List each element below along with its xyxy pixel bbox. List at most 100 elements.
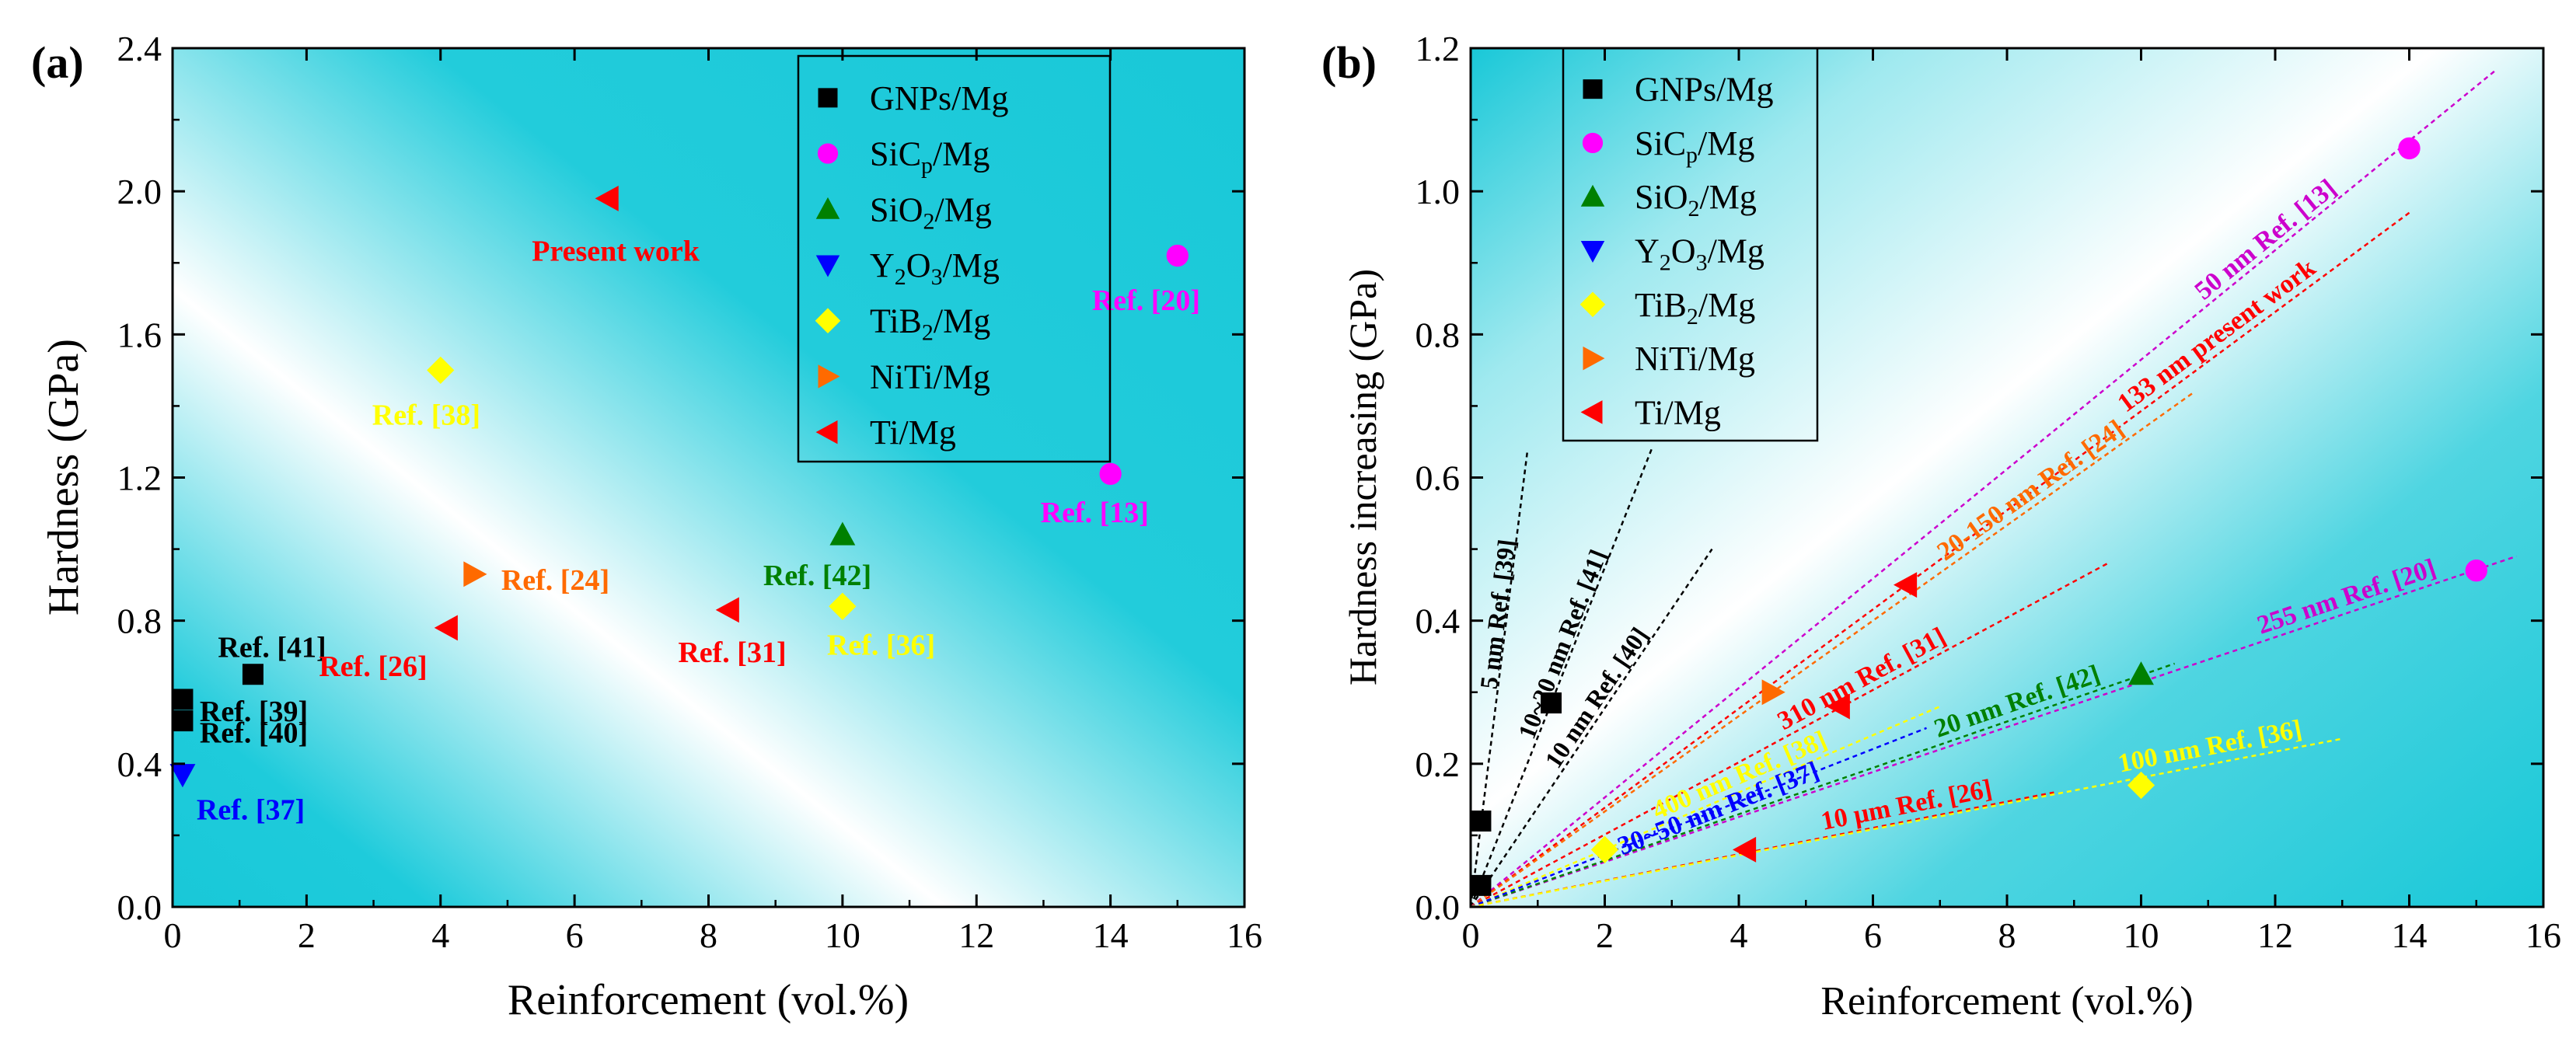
trend-line: [1470, 662, 2176, 908]
legend-label: SiO2/Mg: [870, 190, 992, 234]
y-axis-title: Hardness (GPa): [40, 339, 88, 615]
trend-line: [1470, 68, 2497, 908]
legend-label: NiTi/Mg: [870, 357, 990, 396]
legend-label: SiCp/Mg: [870, 135, 990, 179]
legend-marker: [1583, 346, 1605, 371]
data-point: [2128, 661, 2154, 685]
data-point: [172, 710, 194, 732]
data-point: [829, 592, 857, 620]
legend-marker: [1580, 400, 1603, 424]
legend-label: SiCp/Mg: [1635, 124, 1754, 168]
data-label: Ref. [42]: [763, 560, 871, 592]
legend-label: Y2O3/Mg: [1635, 232, 1764, 276]
x-tick-label: 4: [431, 915, 449, 955]
y-tick-label: 0.0: [1415, 887, 1461, 927]
legend-label: TiB2/Mg: [870, 302, 990, 346]
y-tick-label: 0.4: [117, 744, 162, 784]
data-label: Ref. [13]: [1041, 497, 1149, 529]
panel-label: (b): [1321, 37, 1377, 88]
x-tick-label: 16: [1227, 915, 1262, 955]
data-point: [715, 597, 739, 623]
legend-marker: [818, 364, 840, 389]
legend-marker: [1583, 79, 1603, 99]
legend-label: TiB2/Mg: [1635, 286, 1755, 329]
y-tick-label: 1.0: [1415, 172, 1461, 211]
y-tick-label: 0.2: [1415, 744, 1461, 784]
data-label: Ref. [37]: [197, 794, 305, 827]
x-tick-label: 2: [1596, 915, 1614, 955]
data-point: [595, 185, 619, 211]
legend-box: [1562, 47, 1819, 442]
plot-area-background: [173, 48, 1244, 907]
panel-label: (a): [31, 37, 84, 88]
data-point: [1761, 679, 1785, 706]
legend-box: [797, 54, 1112, 463]
trend-line: [1469, 448, 1653, 908]
legend-marker: [1582, 132, 1604, 154]
legend-marker: [815, 255, 840, 277]
data-label: Present work: [532, 235, 700, 267]
data-point: [1099, 462, 1122, 486]
data-point: [2398, 137, 2421, 160]
legend-label: SiO2/Mg: [1635, 178, 1757, 221]
data-point: [1893, 572, 1918, 598]
legend-label: Ti/Mg: [1635, 393, 1721, 431]
legend-marker: [1580, 184, 1605, 207]
legend-marker: [815, 308, 841, 334]
trend-line: [1470, 390, 2196, 908]
data-point: [829, 521, 856, 546]
y-tick-label: 0.6: [1415, 458, 1461, 498]
data-label: Ref. [24]: [501, 564, 609, 597]
trend-line: [1470, 555, 2517, 908]
y-tick-label: 0.8: [1415, 315, 1461, 354]
x-axis-title: Reinforcement (vol.%): [508, 976, 909, 1024]
data-label: Ref. [26]: [319, 650, 427, 683]
data-point: [1826, 693, 1850, 720]
data-label: Ref. [38]: [372, 399, 480, 431]
legend-label: Y2O3/Mg: [870, 246, 1000, 290]
x-tick-label: 10: [2124, 915, 2159, 955]
legend-marker: [815, 197, 840, 219]
y-tick-label: 0.0: [117, 887, 162, 927]
data-point: [463, 561, 487, 588]
trend-line: [1469, 548, 1713, 908]
y-tick-label: 1.6: [117, 315, 162, 354]
data-point: [242, 664, 264, 685]
data-label: Ref. [20]: [1092, 284, 1200, 317]
y-tick-label: 1.2: [1415, 29, 1461, 68]
x-tick-label: 6: [1864, 915, 1882, 955]
x-tick-label: 8: [1998, 915, 2016, 955]
data-label: Ref. [36]: [827, 629, 935, 661]
trend-line: [1470, 562, 2108, 908]
y-tick-label: 1.2: [117, 458, 162, 498]
data-point: [1166, 244, 1189, 267]
x-tick-label: 16: [2525, 915, 2561, 955]
legend-label: GNPs/Mg: [870, 79, 1009, 117]
legend-label: GNPs/Mg: [1635, 71, 1774, 109]
data-point: [1590, 835, 1619, 863]
data-point: [427, 356, 455, 384]
x-tick-label: 0: [1462, 915, 1480, 955]
x-tick-label: 8: [700, 915, 717, 955]
data-point: [1470, 811, 1492, 832]
x-tick-label: 0: [164, 915, 182, 955]
data-label: Ref. [41]: [218, 632, 326, 664]
data-label: Ref. [39]: [200, 696, 308, 728]
data-point: [1732, 836, 1757, 863]
x-tick-label: 4: [1730, 915, 1748, 955]
legend-marker: [1580, 241, 1605, 263]
data-point: [434, 615, 458, 641]
x-tick-label: 14: [1093, 915, 1129, 955]
legend-marker: [818, 88, 838, 108]
data-label: Ref. [31]: [678, 636, 786, 669]
plot-area-background: [1471, 48, 2543, 907]
data-point: [2127, 771, 2155, 800]
x-tick-label: 6: [566, 915, 584, 955]
legend-label: Ti/Mg: [870, 413, 956, 452]
y-tick-label: 2.4: [117, 29, 162, 68]
trend-line: [1470, 737, 2343, 908]
y-axis-title: Hardness increasing (GPa): [1341, 269, 1384, 685]
panel-b: (b) 5 nm Ref. [39]10~20 nm Ref. [41]10 n…: [1321, 29, 2561, 1023]
x-axis-title: Reinforcement (vol.%): [1820, 979, 2193, 1023]
